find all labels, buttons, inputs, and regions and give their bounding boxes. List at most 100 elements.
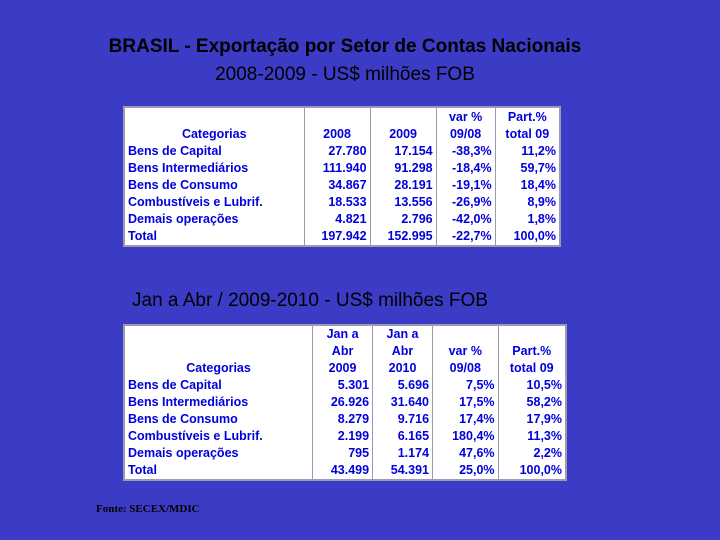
cell-category: Demais operações [124,211,305,228]
table-jan-abr-2009-2010: Jan a Jan a Abr Abr var % Part.% Categor… [123,324,567,481]
cell-var: -42,0% [436,211,496,228]
header-cell [124,325,314,343]
cell-part: 2,2% [533,446,563,460]
cell-var: 7,5% [432,377,499,394]
cell-value-2: 31.640 [372,394,434,411]
cell-var: 25,0% [432,462,499,480]
table-header-row: Categorias 2009 2010 09/08 total 09 [124,360,566,377]
cell-part: 100,0% [513,229,556,243]
table-row: Bens de Capital 27.780 17.154 -38,3% 11,… [124,143,560,160]
cell-category: Bens de Capital [124,377,314,394]
cell-value-1: 8.279 [312,411,374,428]
cell-category: Bens Intermediários [124,160,305,177]
header-cell [124,343,314,360]
header-2008: 2008 [304,126,371,143]
header-col1-line3: 2009 [312,360,374,377]
cell-value-1: 2.199 [312,428,374,445]
cell-value-1: 34.867 [304,177,371,194]
table-row-total: Total 43.499 54.391 25,0% 100,0% [124,462,566,480]
header-var-top: var % [432,343,499,360]
header-2009: 2009 [370,126,437,143]
cell-value-2: 28.191 [370,177,437,194]
table-header-row: Abr Abr var % Part.% [124,343,566,360]
cell-category: Bens Intermediários [124,394,314,411]
cell-value-2: 2.796 [370,211,437,228]
cell-part: 10,5% [526,378,562,392]
cell-category: Total [124,228,305,246]
cell-var: -26,9% [436,194,496,211]
header-col2-line2: Abr [372,343,434,360]
cell-value-1: 197.942 [304,228,371,246]
header-var-bottom: 09/08 [436,126,496,143]
header-col1-line2: Abr [312,343,374,360]
cell-var: -22,7% [436,228,496,246]
page-subtitle: 2008-2009 - US$ milhões FOB [215,64,475,85]
cell-value-1: 5.301 [312,377,374,394]
cell-value-2: 54.391 [372,462,434,480]
cell-part: 58,2% [526,395,562,409]
table-header-row: Jan a Jan a [124,325,566,343]
cell-category: Demais operações [124,445,314,462]
table-row: Bens de Consumo 34.867 28.191 -19,1% 18,… [124,177,560,194]
header-categorias: Categorias [124,360,314,377]
table-row: Combustíveis e Lubrif. 2.199 6.165 180,4… [124,428,566,445]
table-row: Bens de Capital 5.301 5.696 7,5% 10,5% [124,377,566,394]
header-part-top: Part.% [512,344,552,358]
header-cell [370,107,437,126]
cell-value-1: 795 [312,445,374,462]
cell-value-2: 152.995 [370,228,437,246]
cell-part: 59,7% [520,161,556,175]
cell-value-2: 1.174 [372,445,434,462]
cell-value-2: 5.696 [372,377,434,394]
cell-value-1: 4.821 [304,211,371,228]
cell-var: -38,3% [436,143,496,160]
cell-value-2: 9.716 [372,411,434,428]
cell-value-1: 27.780 [304,143,371,160]
cell-value-1: 26.926 [312,394,374,411]
cell-var: 47,6% [432,445,499,462]
cell-var: 17,4% [432,411,499,428]
table-row: Bens Intermediários 26.926 31.640 17,5% … [124,394,566,411]
cell-category: Combustíveis e Lubrif. [124,194,305,211]
cell-value-1: 111.940 [304,160,371,177]
cell-value-2: 6.165 [372,428,434,445]
header-part-bottom: total 09 [505,127,550,141]
cell-var: 180,4% [432,428,499,445]
cell-value-2: 91.298 [370,160,437,177]
header-part-bottom: total 09 [509,361,554,375]
cell-part: 11,3% [527,429,562,443]
cell-category: Bens de Consumo [124,411,314,428]
header-col1-line1: Jan a [312,325,374,343]
cell-category: Combustíveis e Lubrif. [124,428,314,445]
cell-value-1: 18.533 [304,194,371,211]
header-cell [432,325,499,343]
table-header-row: var % Part.% [124,107,560,126]
table-2008-2009: var % Part.% Categorias 2008 2009 09/08 … [123,106,561,247]
header-col2-line3: 2010 [372,360,434,377]
cell-var: -18,4% [436,160,496,177]
table-header-row: Categorias 2008 2009 09/08 total 09 [124,126,560,143]
header-cell [124,107,305,126]
cell-value-2: 17.154 [370,143,437,160]
cell-value-1: 43.499 [312,462,374,480]
table-row: Bens de Consumo 8.279 9.716 17,4% 17,9% [124,411,566,428]
cell-var: 17,5% [432,394,499,411]
cell-part: 17,9% [526,412,562,426]
cell-category: Total [124,462,314,480]
section-subtitle: Jan a Abr / 2009-2010 - US$ milhões FOB [132,290,488,311]
table-row-total: Total 197.942 152.995 -22,7% 100,0% [124,228,560,246]
table-row: Demais operações 795 1.174 47,6% 2,2% [124,445,566,462]
cell-value-2: 13.556 [370,194,437,211]
source-note: Fonte: SECEX/MDIC [96,503,200,515]
cell-part: 8,9% [527,195,557,209]
header-cell [498,325,566,343]
cell-part: 18,4% [520,178,556,192]
table-row: Bens Intermediários 111.940 91.298 -18,4… [124,160,560,177]
table-row: Combustíveis e Lubrif. 18.533 13.556 -26… [124,194,560,211]
cell-category: Bens de Capital [124,143,305,160]
header-var-bottom: 09/08 [432,360,499,377]
header-categorias: Categorias [124,126,305,143]
page-title: BRASIL - Exportação por Setor de Contas … [108,36,582,57]
cell-part: 11,2% [521,144,556,158]
cell-var: -19,1% [436,177,496,194]
